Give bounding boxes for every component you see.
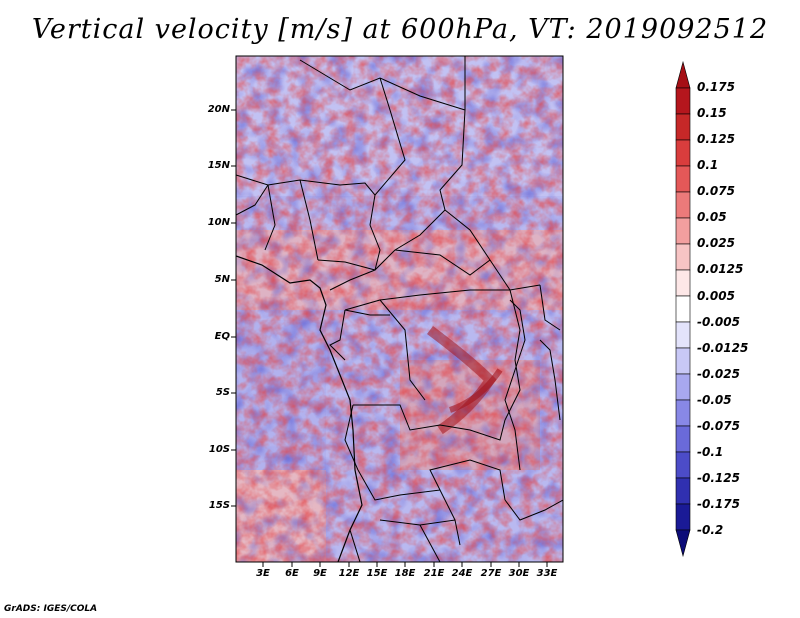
axis-ticks xyxy=(231,109,548,567)
lat-label-10s: 10S xyxy=(208,444,230,455)
lat-label-20n: 20N xyxy=(207,104,230,115)
colorbar-label: 0.1 xyxy=(697,158,719,172)
colorbar-label: -0.005 xyxy=(697,315,740,329)
colorbar-segment xyxy=(675,451,691,479)
colorbar-segment xyxy=(675,295,691,323)
lon-label-30e: 30E xyxy=(508,568,530,579)
lon-label-15e: 15E xyxy=(366,568,388,579)
colorbar-segment xyxy=(675,373,691,401)
lat-label-5s: 5S xyxy=(215,387,230,398)
colorbar-label: -0.2 xyxy=(697,523,724,537)
colorbar-segment xyxy=(675,269,691,297)
colorbar-label: -0.175 xyxy=(697,497,740,511)
lon-label-12e: 12E xyxy=(338,568,360,579)
colorbar-segment xyxy=(675,399,691,427)
lat-label-eq: EQ xyxy=(214,331,230,342)
lat-label-15n: 15N xyxy=(207,160,230,171)
colorbar-label: 0.025 xyxy=(697,236,735,250)
colorbar-label: -0.025 xyxy=(697,367,740,381)
map-title: Vertical velocity [m/s] at 600hPa, VT: 2… xyxy=(31,14,769,45)
colorbar-segment xyxy=(675,321,691,349)
colorbar-label: 0.125 xyxy=(697,132,735,146)
colorbar-segment xyxy=(675,165,691,193)
colorbar-label: -0.1 xyxy=(697,445,724,459)
credit-text: GrADS: IGES/COLA xyxy=(4,604,98,614)
colorbar-label: -0.125 xyxy=(697,471,740,485)
colorbar-label: 0.075 xyxy=(697,184,735,198)
colorbar-segment xyxy=(675,529,691,558)
lon-label-18e: 18E xyxy=(394,568,416,579)
country-borders xyxy=(236,56,563,562)
colorbar-label: 0.175 xyxy=(697,80,735,94)
colorbar-label: 0.05 xyxy=(697,210,727,224)
lon-label-33e: 33E xyxy=(536,568,558,579)
colorbar-label: -0.0125 xyxy=(697,341,749,355)
colorbar-segment xyxy=(675,347,691,375)
colorbar-segment xyxy=(675,87,691,115)
colorbar-label: -0.05 xyxy=(697,393,732,407)
colorbar-segment xyxy=(675,477,691,505)
colorbar-segment xyxy=(675,425,691,453)
lat-label-5n: 5N xyxy=(214,274,230,285)
colorbar-segment xyxy=(675,60,691,89)
colorbar-segment xyxy=(675,191,691,219)
colorbar-segment xyxy=(675,139,691,167)
lon-label-27e: 27E xyxy=(480,568,502,579)
lon-label-24e: 24E xyxy=(451,568,473,579)
lon-label-6e: 6E xyxy=(285,568,299,579)
colorbar-segment xyxy=(675,113,691,141)
lat-label-10n: 10N xyxy=(207,217,230,228)
colorbar-label: -0.075 xyxy=(697,419,740,433)
colorbar-segment xyxy=(675,243,691,271)
colorbar xyxy=(675,60,691,558)
plot-frame xyxy=(235,55,564,563)
lat-label-15s: 15S xyxy=(208,500,230,511)
lon-label-9e: 9E xyxy=(313,568,327,579)
colorbar-label: 0.0125 xyxy=(697,262,744,276)
lon-label-3e: 3E xyxy=(256,568,270,579)
coastline xyxy=(236,255,363,562)
velocity-field xyxy=(236,56,563,562)
colorbar-label: 0.005 xyxy=(697,289,735,303)
colorbar-label: 0.15 xyxy=(697,106,727,120)
lon-label-21e: 21E xyxy=(423,568,445,579)
colorbar-segment xyxy=(675,217,691,245)
colorbar-segment xyxy=(675,503,691,531)
